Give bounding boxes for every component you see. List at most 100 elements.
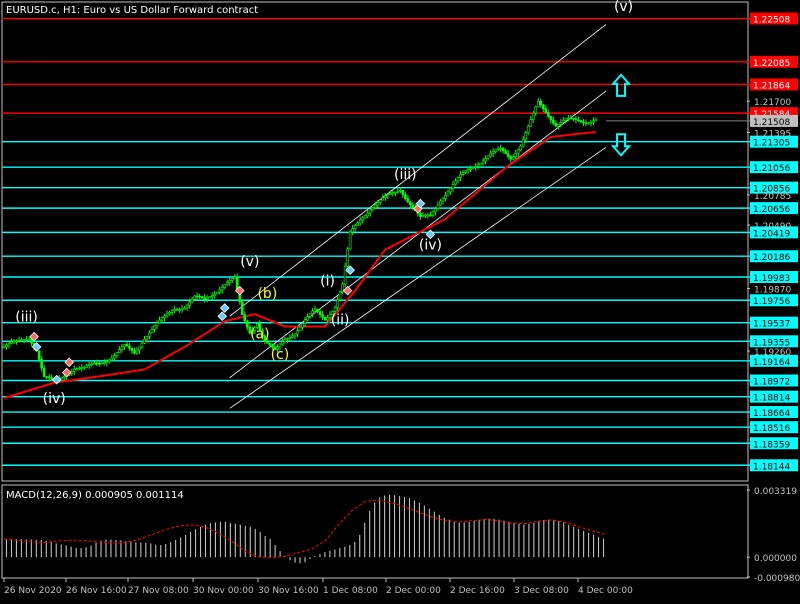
candle-body xyxy=(77,367,81,370)
horizontal-levels xyxy=(2,17,750,466)
candle-body xyxy=(499,147,502,150)
candle-body xyxy=(401,190,405,195)
candle-body xyxy=(266,341,269,344)
candle-body xyxy=(562,119,565,123)
candle-body xyxy=(419,213,422,217)
time-tick-label: 4 Dec 00:00 xyxy=(578,586,633,596)
candle-body xyxy=(318,311,322,315)
candle-body xyxy=(273,346,277,350)
wave-label: (b) xyxy=(257,286,277,302)
support-level-tag xyxy=(750,226,798,239)
candle-body xyxy=(50,377,53,380)
buy-marker xyxy=(217,311,228,322)
support-level-label: 1.21305 xyxy=(753,139,790,149)
candle-body xyxy=(368,209,372,214)
channel-line xyxy=(229,90,607,378)
candle-body xyxy=(118,349,121,353)
candle-body xyxy=(469,168,472,170)
candle-body xyxy=(341,283,344,293)
candle-body xyxy=(564,117,568,121)
candle-body xyxy=(10,341,13,344)
candle-body xyxy=(406,198,410,203)
candle-body xyxy=(358,219,362,224)
current-price-tag xyxy=(750,114,798,127)
time-tick-label: 30 Nov 16:00 xyxy=(258,586,319,596)
candle-body xyxy=(404,194,407,199)
time-tick-label: 26 Nov 16:00 xyxy=(66,586,127,596)
candle-body xyxy=(200,296,204,299)
support-level-tag xyxy=(750,406,798,419)
candle-body xyxy=(343,265,347,285)
candle-body xyxy=(409,201,412,206)
price-tick-label: 1.21395 xyxy=(754,129,791,139)
candle-body xyxy=(313,308,317,312)
candle-body xyxy=(557,124,560,127)
candle-body xyxy=(95,362,99,365)
candle-body xyxy=(296,330,299,335)
macd-axis: 0.003319 0.000000 -0.000980 xyxy=(747,487,800,584)
candle-body xyxy=(494,149,497,152)
candle-body xyxy=(524,132,528,140)
candle-body xyxy=(361,217,364,221)
candle-body xyxy=(587,122,590,125)
candle-body xyxy=(195,295,199,298)
candle-body xyxy=(60,377,63,379)
candle-body xyxy=(278,343,282,347)
candle-body xyxy=(47,376,51,379)
candle-body xyxy=(148,332,151,337)
candle-body xyxy=(291,335,294,338)
candle-body xyxy=(5,344,8,348)
price-tick-label: 1.19260 xyxy=(754,348,791,358)
candle-body xyxy=(504,150,507,154)
candle-body xyxy=(531,112,535,120)
candle-body xyxy=(434,208,437,213)
candle-body xyxy=(138,346,141,351)
candle-body xyxy=(37,350,41,360)
candle-body xyxy=(308,313,312,317)
candle-body xyxy=(481,160,485,164)
candle-body xyxy=(281,341,284,345)
support-level-label: 1.20419 xyxy=(753,229,790,239)
candle-body xyxy=(454,180,457,185)
moving-average-line xyxy=(3,130,597,400)
candle-body xyxy=(476,164,480,167)
candle-body xyxy=(373,204,377,208)
candle-body xyxy=(386,194,390,197)
macd-label: MACD(12,26,9) 0.000905 0.001114 xyxy=(6,490,184,501)
candle-body xyxy=(471,167,475,169)
resistance-level-label: 1.21864 xyxy=(753,81,790,91)
support-level-label: 1.20186 xyxy=(753,253,790,263)
sell-marker xyxy=(64,357,75,368)
support-level-label: 1.18664 xyxy=(753,409,790,419)
candle-body xyxy=(459,174,462,178)
candle-body xyxy=(526,125,530,134)
candle-body xyxy=(577,119,580,122)
candle-body xyxy=(594,118,598,122)
candle-body xyxy=(451,184,455,189)
candle-body xyxy=(276,346,279,350)
candle-body xyxy=(496,148,500,151)
candle-body xyxy=(168,312,171,315)
candle-body xyxy=(466,169,470,172)
candle-body xyxy=(516,149,520,154)
candle-body xyxy=(333,307,337,312)
candle-body xyxy=(240,301,244,316)
candle-body xyxy=(293,333,297,337)
candle-body xyxy=(233,276,237,279)
candle-body xyxy=(133,350,136,354)
candle-body xyxy=(431,211,435,216)
candle-body xyxy=(306,316,309,321)
support-level-label: 1.20656 xyxy=(753,205,790,215)
trend-channel xyxy=(229,24,607,409)
candle-body xyxy=(321,314,324,318)
macd-indicator xyxy=(3,494,607,564)
candle-body xyxy=(108,359,111,362)
wave-label: (iii) xyxy=(15,309,38,325)
candle-body xyxy=(27,338,31,341)
candle-body xyxy=(22,339,26,342)
price-tick-label: 1.19870 xyxy=(754,286,791,296)
candle-body xyxy=(491,151,495,154)
candle-body xyxy=(82,367,86,369)
